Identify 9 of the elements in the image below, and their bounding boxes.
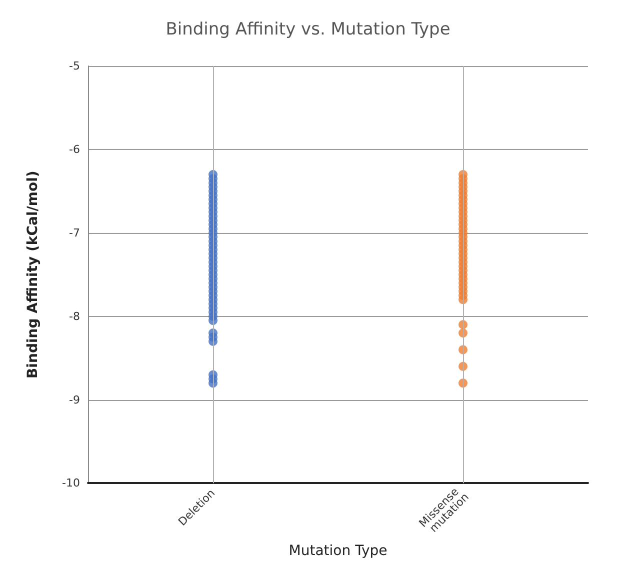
- y-tick-label: -8: [69, 310, 80, 323]
- y-tick-label: -9: [69, 393, 80, 406]
- y-tick-label: -7: [69, 226, 80, 240]
- y-tick-label: -6: [69, 142, 80, 156]
- x-axis-title: Mutation Type: [288, 543, 388, 559]
- chart-title: Binding Affinity vs. Mutation Type: [166, 20, 450, 40]
- y-tick-label: -10: [62, 476, 80, 490]
- y-tick-label: -5: [69, 60, 80, 72]
- y-axis-title: Binding Affinity (kCal/mol): [25, 170, 41, 378]
